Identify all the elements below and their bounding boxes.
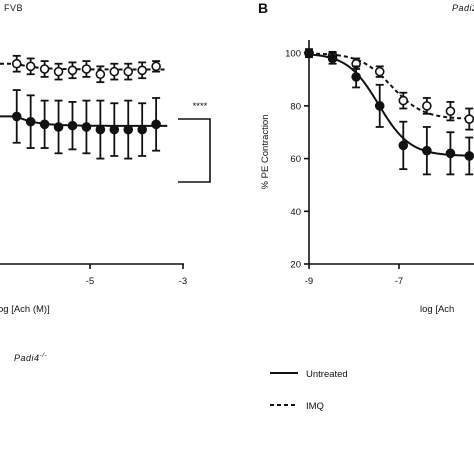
panel-b-series-solid-line (308, 53, 474, 157)
data-point (95, 69, 106, 80)
data-point (67, 120, 78, 131)
data-point (137, 124, 147, 135)
data-point (374, 66, 385, 77)
panel-b-x-tick-label: -7 (395, 276, 403, 287)
data-point (39, 64, 50, 74)
data-point (422, 101, 432, 111)
panel-b-y-tick-label: 100 (285, 49, 301, 60)
data-point (53, 122, 64, 132)
data-point (25, 61, 36, 72)
data-point (137, 65, 147, 76)
data-point (81, 64, 92, 74)
panel-a: FVB -5 -3 og [Ach (M)] **** (0, 3, 211, 315)
panel-b-y-label: % PE Contraction (260, 115, 271, 190)
data-point (445, 148, 456, 159)
panel-a-title: FVB (4, 3, 23, 13)
panel-b-y-tick-label: 60 (290, 154, 301, 165)
panel-a-series-solid (0, 89, 168, 160)
data-point (67, 65, 78, 76)
panel-c-title: Padi4-/- (14, 352, 48, 363)
panel-b-y-tick-label: 80 (290, 101, 301, 112)
panel-a-x-label: og [Ach (M)] (0, 304, 50, 315)
data-point (53, 66, 64, 77)
data-point (39, 119, 50, 130)
data-point (304, 48, 314, 58)
data-point (398, 95, 409, 106)
panel-b-letter: B (258, 0, 268, 16)
data-point (95, 124, 106, 135)
significance-bracket (178, 118, 211, 183)
panel-b-x-label: log [Ach (420, 304, 454, 315)
data-point (151, 61, 161, 72)
data-point (327, 53, 338, 64)
panel-b-y-tick-label: 40 (290, 207, 301, 218)
data-point (422, 145, 432, 156)
data-point (464, 151, 474, 161)
panel-a-plot (0, 54, 168, 160)
data-point (109, 66, 120, 77)
data-point (445, 106, 456, 116)
legend-label-imq: IMQ (306, 401, 324, 412)
panel-a-x-tick-label: -3 (179, 276, 187, 287)
data-point (351, 72, 361, 82)
panel-b-plot (304, 48, 474, 176)
panel-c-title-text: Padi4 (14, 353, 40, 363)
legend-label-untreated: Untreated (306, 369, 348, 380)
panel-c-title-sup: -/- (40, 352, 48, 359)
data-point (11, 111, 22, 122)
data-point (123, 124, 134, 135)
data-point (398, 140, 409, 151)
data-point (81, 122, 92, 132)
panel-b-y-ticks: 20 40 60 80 100 (285, 49, 309, 271)
panel-a-series-dashed (0, 54, 168, 84)
panel-b-y-tick-label: 20 (290, 260, 301, 271)
data-point (109, 124, 120, 135)
panel-a-x-tick-label: -5 (86, 276, 94, 287)
legend: Untreated IMQ (270, 369, 348, 412)
data-point (11, 58, 22, 69)
data-point (464, 114, 474, 124)
panel-b-series-solid (304, 48, 474, 176)
data-point (151, 119, 161, 130)
data-point (25, 116, 36, 127)
data-point (123, 66, 134, 77)
significance-label: **** (193, 101, 208, 112)
panel-b-series-dashed-line (308, 52, 474, 120)
data-point (374, 101, 385, 111)
panel-b-x-tick-label: -9 (305, 276, 313, 287)
